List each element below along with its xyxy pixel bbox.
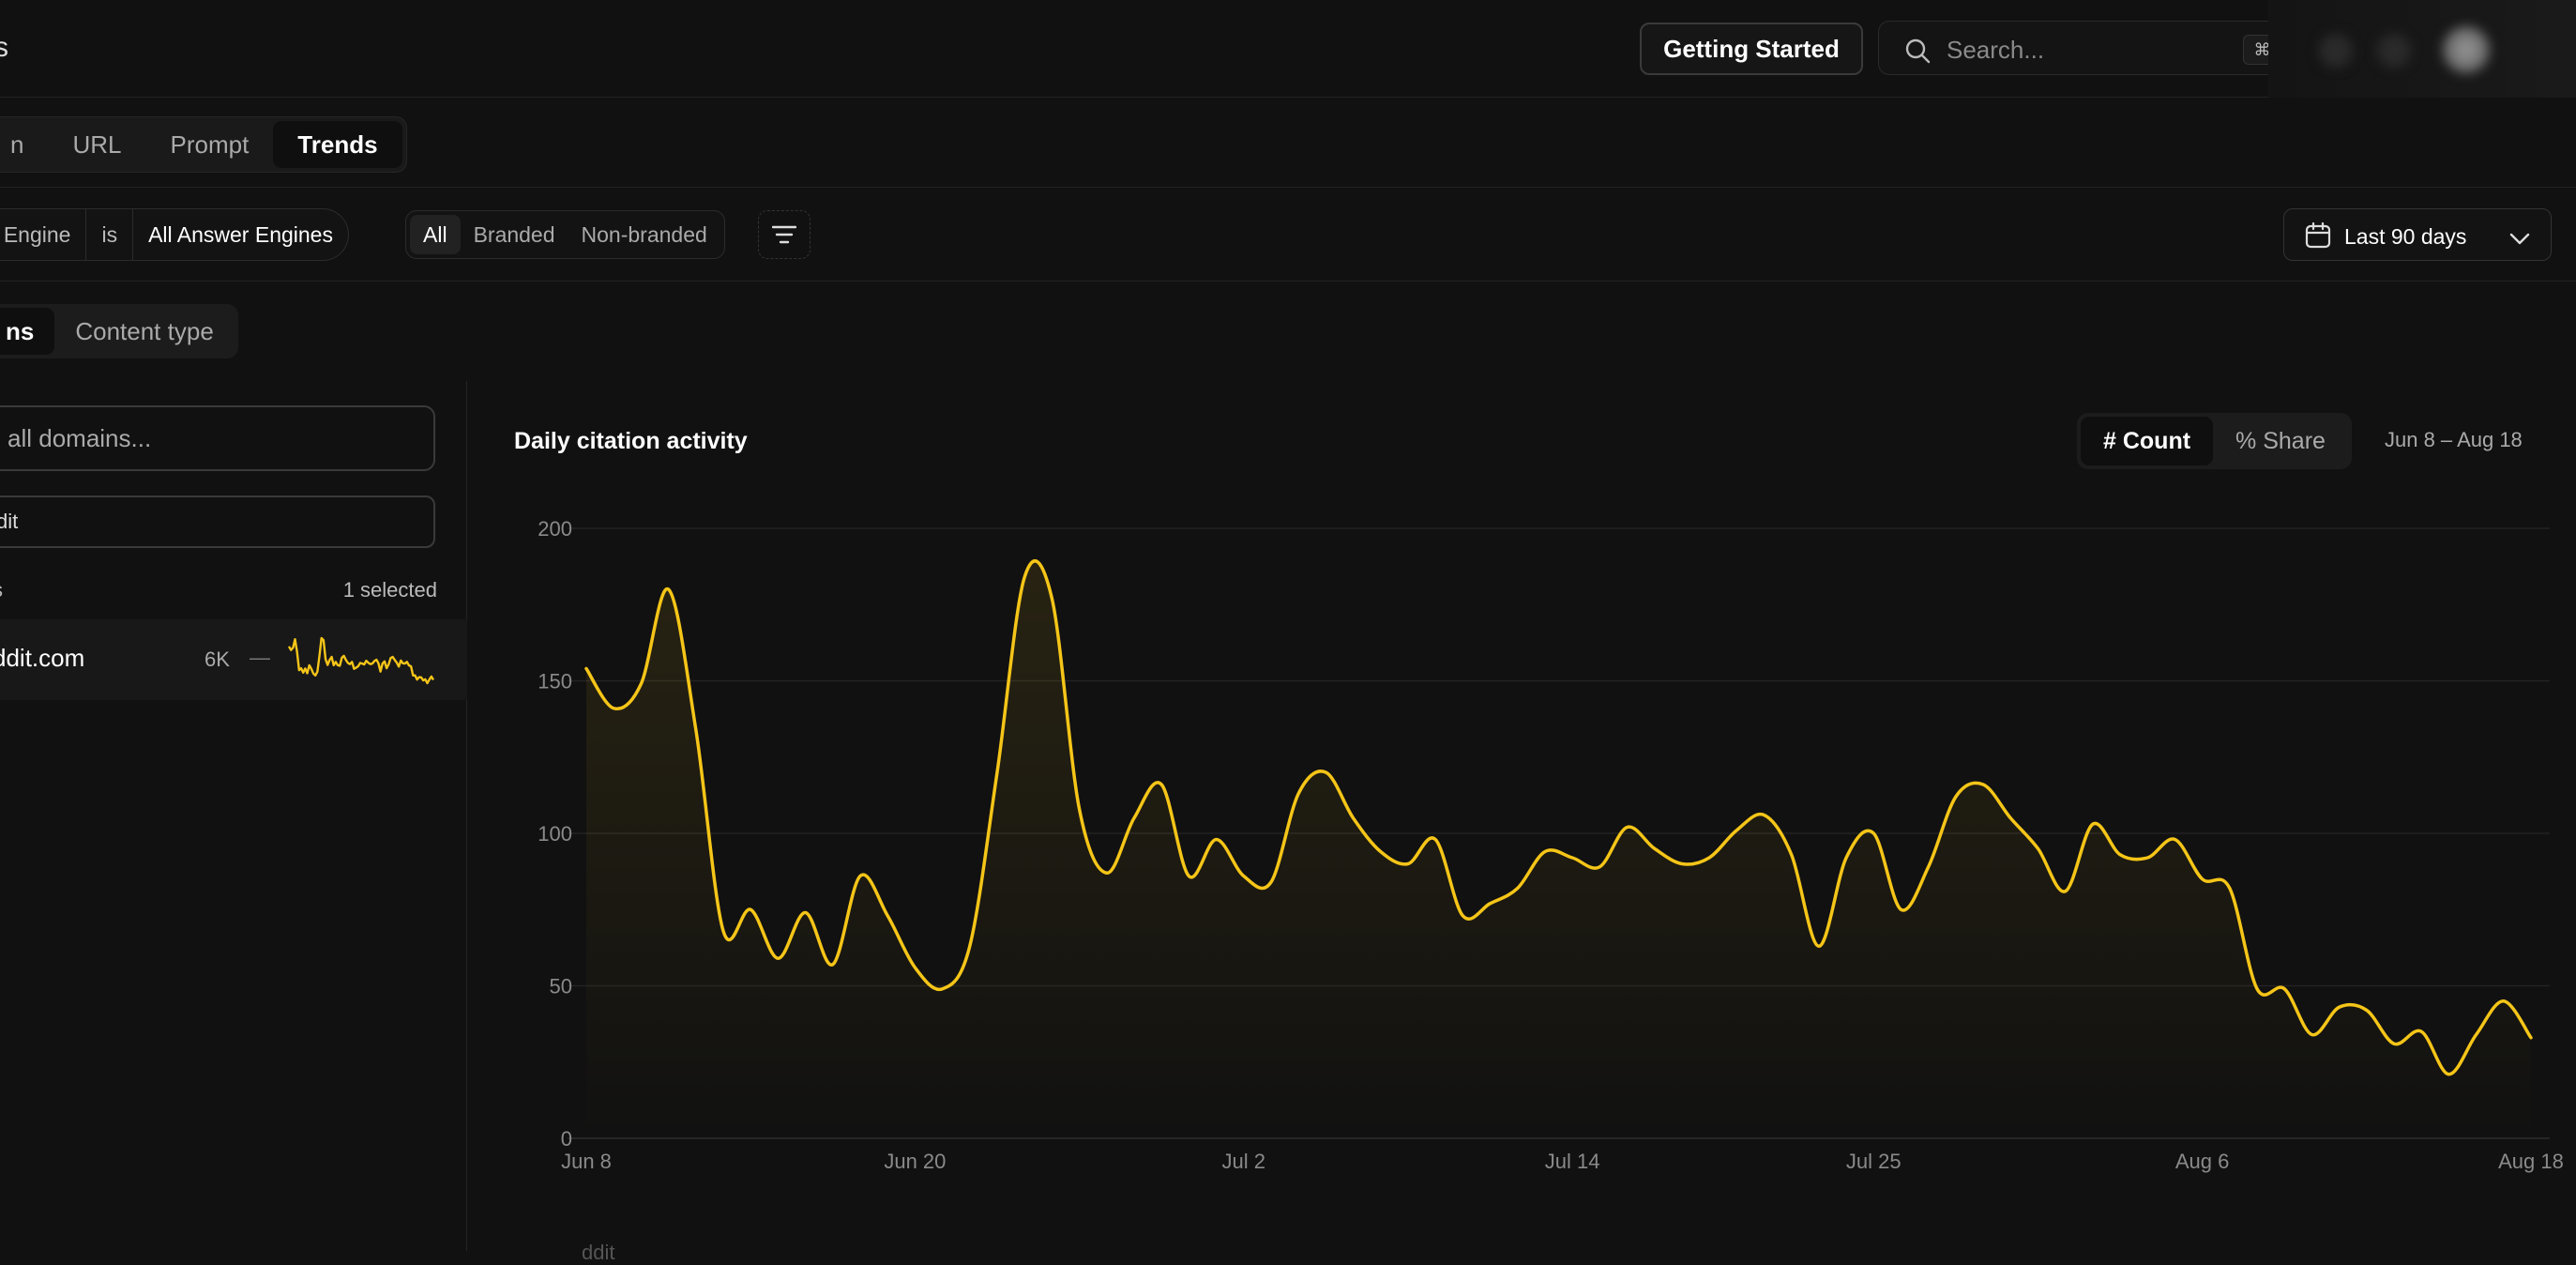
filter-icon — [772, 225, 796, 244]
tab-url[interactable]: URL — [72, 130, 122, 159]
brand-option-non-branded[interactable]: Non-branded — [581, 221, 707, 247]
y-tick-label: 100 — [538, 822, 572, 846]
view-tabs-row: n URL Prompt Trends — [0, 98, 2576, 188]
chevron-down-icon — [2509, 226, 2530, 251]
blurred-icon[interactable] — [2319, 34, 2353, 68]
metric-count-option[interactable]: # Count — [2081, 417, 2214, 465]
x-tick-label: Jul 25 — [1846, 1150, 1902, 1173]
brand-option-branded[interactable]: Branded — [473, 221, 555, 247]
date-range-select[interactable]: Last 90 days — [2283, 208, 2552, 261]
domain-list-title: s — [0, 578, 3, 602]
domain-trend: — — [250, 646, 270, 669]
getting-started-button[interactable]: Getting Started — [1640, 23, 1863, 75]
brand-segment-control: All Branded Non-branded — [405, 210, 725, 259]
y-tick-label: 0 — [561, 1127, 572, 1151]
x-tick-label: Jun 8 — [561, 1150, 612, 1173]
filter-row: er Engine is All Answer Engines All Bran… — [0, 188, 2576, 282]
domain-count: 6K — [205, 648, 230, 671]
tab-domains[interactable]: ns — [0, 308, 55, 355]
domain-sidebar: all domains... dit s 1 selected ddit.com… — [0, 381, 467, 1251]
top-bar: s Getting Started Search... ⌘I — [0, 0, 2576, 98]
domain-name: ddit.com — [0, 644, 85, 672]
brand-option-all[interactable]: All — [410, 215, 461, 254]
chart-date-range: Jun 8 – Aug 18 — [2385, 428, 2523, 451]
main-tabs: n URL Prompt Trends — [0, 116, 407, 173]
domain-filter-field[interactable]: dit — [0, 495, 435, 548]
metric-share-option[interactable]: % Share — [2235, 427, 2326, 454]
x-tick-label: Jun 20 — [884, 1150, 946, 1173]
tab-content-type[interactable]: Content type — [75, 316, 214, 345]
filter-value[interactable]: All Answer Engines — [132, 208, 348, 261]
tab-partial[interactable]: n — [10, 130, 24, 159]
sparkline — [287, 636, 435, 685]
series-area — [586, 560, 2531, 1138]
x-tick-label: Jul 14 — [1545, 1150, 1600, 1173]
sparkline-path — [287, 636, 435, 685]
calendar-icon — [2305, 221, 2331, 254]
tab-prompt[interactable]: Prompt — [170, 130, 250, 159]
breadcrumb: s — [0, 32, 8, 63]
breakdown-tabs: ns Content type — [0, 304, 238, 358]
y-tick-label: 50 — [550, 975, 572, 998]
chart-panel: Daily citation activity # Count % Share … — [469, 381, 2576, 1264]
search-icon — [1903, 37, 1932, 69]
series-line — [584, 559, 2533, 1076]
filter-operator[interactable]: is — [85, 208, 132, 261]
y-tick-label: 150 — [538, 670, 572, 693]
blurred-icon[interactable] — [2377, 34, 2411, 68]
avatar[interactable] — [2443, 26, 2490, 73]
metric-toggle: # Count % Share — [2077, 413, 2352, 469]
tab-trends[interactable]: Trends — [273, 121, 402, 168]
date-range-label: Last 90 days — [2344, 224, 2467, 249]
list-item[interactable]: ddit.com 6K — — [0, 619, 467, 700]
search-input[interactable]: Search... — [1947, 36, 2045, 64]
chart-footer-label: ddit — [582, 1241, 615, 1264]
x-tick-label: Jul 2 — [1221, 1150, 1265, 1173]
filter-field[interactable]: er Engine — [0, 221, 71, 247]
blurred-header-controls — [2268, 0, 2576, 98]
add-filter-button[interactable] — [758, 210, 811, 259]
x-tick-label: Aug 6 — [2175, 1150, 2230, 1173]
y-tick-label: 200 — [538, 517, 572, 541]
domain-search-input[interactable]: all domains... — [0, 405, 435, 471]
citation-chart: 0 50 100 150 200 Jun 8 Jun 20 Jul 2 Jul 14 Jul 25… — [538, 517, 2564, 1173]
chart-title: Daily citation activity — [514, 428, 748, 454]
answer-engine-filter[interactable]: er Engine is All Answer Engines — [0, 208, 349, 261]
x-tick-label: Aug 18 — [2498, 1150, 2564, 1173]
selected-count: 1 selected — [342, 578, 437, 602]
global-search[interactable]: Search... ⌘I — [1878, 21, 2286, 75]
